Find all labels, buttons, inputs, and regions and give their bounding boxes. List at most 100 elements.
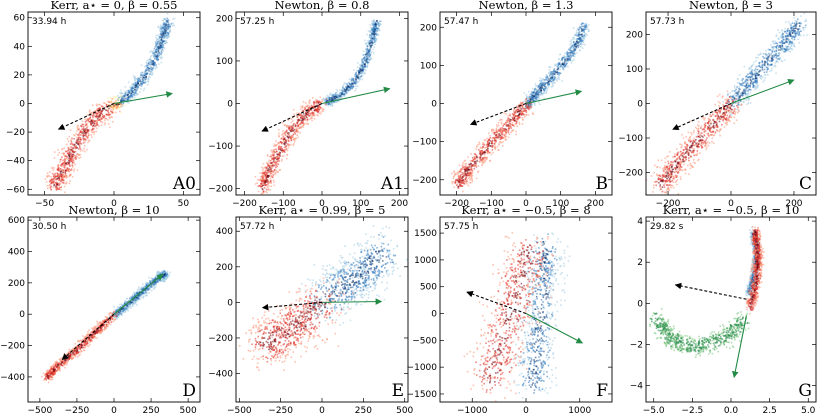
- x-tick-label: 0: [111, 199, 117, 209]
- panel-label: G: [798, 381, 812, 401]
- y-tick-label: 20: [14, 71, 26, 81]
- y-tick-label: 1500: [414, 229, 437, 239]
- y-tick-label: −1000: [407, 363, 438, 373]
- panel-label: B: [596, 174, 609, 194]
- x-tick-label: −50: [35, 199, 54, 209]
- y-tick-label: −200: [208, 334, 233, 344]
- plot-area-A0: [44, 12, 176, 195]
- panel-A0: −50 0 50 −60 −40 −20 0 20 40 60 Kerr, a⋆ = 0, β = …: [6, 0, 201, 209]
- y-tick-label: 60: [14, 14, 26, 24]
- panel-G: −5.0 −2.5 0.0 2.5 5.0 −4 −2 0 2 4 Kerr, a⋆ = −0.5,…: [630, 203, 817, 416]
- x-tick-label: 500: [396, 406, 413, 416]
- x-tick-label: 0: [111, 406, 117, 416]
- y-tick-label: −60: [6, 185, 25, 195]
- cloud-third: [649, 308, 751, 358]
- green-arrow: [321, 86, 391, 105]
- plot-area-D: [41, 269, 171, 384]
- x-tick-label: −2.5: [681, 406, 703, 416]
- y-tick-label: −500: [412, 336, 437, 346]
- panel-B: −200 −100 0 100 200 −200 −100 0 100 200 Newton, β …: [412, 0, 613, 209]
- cloud-unbound: [238, 277, 354, 371]
- panel-title: Kerr, a⋆ = −0.5, β = 10: [663, 203, 800, 217]
- time-annotation: 57.25 h: [240, 17, 274, 27]
- y-tick-label: 200: [216, 263, 233, 273]
- y-tick-label: −200: [618, 169, 643, 179]
- time-annotation: 29.82 s: [650, 222, 684, 232]
- x-tick-label: 100: [552, 199, 569, 209]
- time-annotation: 30.50 h: [32, 222, 66, 232]
- y-tick-label: 0: [19, 100, 25, 110]
- time-annotation: 33.94 h: [32, 17, 66, 27]
- cloud-bound: [519, 22, 590, 110]
- y-tick-label: 400: [8, 247, 25, 257]
- x-tick-label: 50: [178, 199, 190, 209]
- panel-D: −500 −250 0 250 500 −400 −200 0 200 400 600 Newton,…: [0, 203, 201, 416]
- x-tick-label: 0: [523, 406, 529, 416]
- green-arrow: [730, 79, 795, 105]
- x-tick-label: 5.0: [801, 406, 816, 416]
- y-tick-label: −100: [618, 134, 643, 144]
- y-tick-label: 1000: [414, 256, 437, 266]
- black-arrow: [261, 103, 323, 132]
- panel-title: Newton, β = 0.8: [275, 0, 370, 12]
- y-tick-label: −400: [208, 370, 233, 380]
- panel-F: −1000 0 1000 −1500 −1000 −500 0 500 1000 1500 Kerr…: [407, 203, 613, 416]
- plot-area-G: [649, 225, 765, 358]
- y-tick-label: 100: [420, 61, 437, 71]
- x-tick-label: −1000: [457, 406, 488, 416]
- cloud-bound: [113, 12, 176, 108]
- y-tick-label: 100: [216, 57, 233, 67]
- green-arrow: [113, 91, 173, 105]
- y-tick-label: 0: [637, 299, 643, 309]
- panel-title: Kerr, a⋆ = −0.5, β = 8: [461, 203, 590, 217]
- time-annotation: 57.72 h: [240, 222, 274, 232]
- cloud-bound: [510, 232, 571, 399]
- cloud-bound: [320, 19, 382, 107]
- x-tick-label: 2.5: [762, 406, 776, 416]
- y-tick-label: 200: [420, 23, 437, 33]
- x-tick-label: 100: [352, 199, 369, 209]
- x-tick-label: 500: [180, 406, 197, 416]
- black-arrow: [57, 103, 115, 130]
- black-arrow: [466, 290, 527, 315]
- panel-title: Kerr, a⋆ = 0, β = 0.55: [51, 0, 178, 12]
- y-tick-label: −200: [412, 176, 437, 186]
- x-tick-label: 200: [785, 199, 802, 209]
- plot-area-C: [646, 12, 808, 195]
- green-arrow: [525, 89, 583, 105]
- x-tick-label: −200: [656, 199, 681, 209]
- y-tick-label: −400: [0, 373, 25, 383]
- black-arrow: [674, 282, 747, 300]
- x-tick-label: −100: [271, 199, 296, 209]
- x-tick-label: 1000: [568, 406, 591, 416]
- green-arrow: [732, 315, 747, 378]
- green-arrow: [321, 298, 383, 305]
- panel-label: D: [182, 381, 196, 401]
- y-tick-label: 0: [431, 310, 437, 320]
- y-tick-label: −40: [6, 157, 25, 167]
- green-arrow: [525, 313, 584, 344]
- x-tick-label: 250: [142, 406, 159, 416]
- panel-label: C: [799, 174, 812, 194]
- x-tick-label: −250: [65, 406, 90, 416]
- x-tick-label: 200: [587, 199, 604, 209]
- y-tick-label: 500: [420, 283, 437, 293]
- y-tick-label: 2: [637, 258, 643, 268]
- y-tick-label: 200: [626, 30, 643, 40]
- plot-area-F: [463, 232, 571, 402]
- y-tick-label: 600: [8, 216, 25, 226]
- plot-area-B: [451, 22, 590, 195]
- panel-label: F: [596, 381, 608, 401]
- y-tick-label: 0: [637, 100, 643, 110]
- time-annotation: 57.75 h: [444, 222, 478, 232]
- y-tick-label: −100: [208, 142, 233, 152]
- black-arrow: [61, 313, 115, 361]
- cloud-bound: [722, 12, 808, 116]
- panel-title: Kerr, a⋆ = 0.99, β = 5: [259, 203, 386, 217]
- x-tick-label: 250: [355, 406, 372, 416]
- x-tick-label: −500: [227, 406, 252, 416]
- panel-A1: −200 −100 0 100 200 −200 −100 0 100 200 Newton, β …: [208, 0, 409, 209]
- y-tick-label: −200: [208, 185, 233, 195]
- panel-title: Newton, β = 10: [68, 203, 159, 217]
- panel-E: −500 −250 0 250 500 −400 −200 0 200 400 Kerr, a⋆ =…: [208, 203, 413, 416]
